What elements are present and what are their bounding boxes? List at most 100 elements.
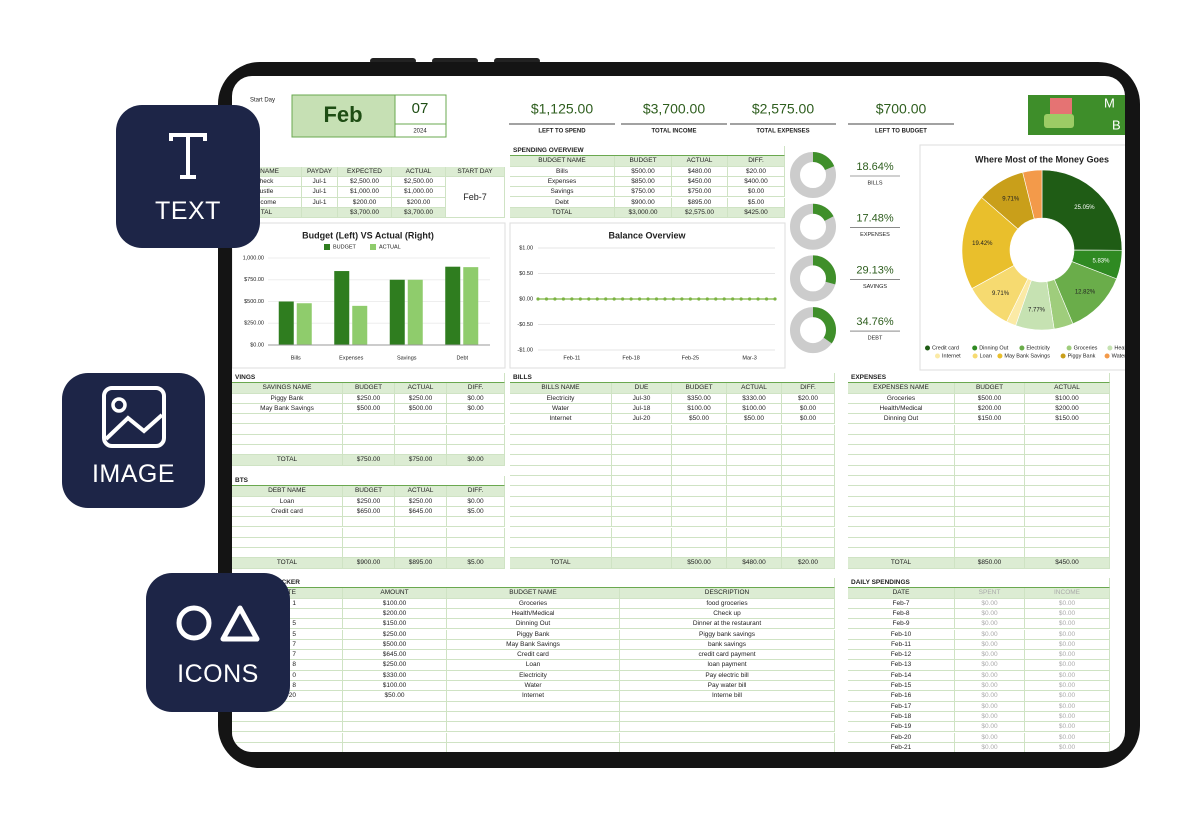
table-cell: Pay electric bill <box>620 670 835 681</box>
legend-label: Water <box>1112 353 1125 359</box>
line-point <box>714 297 718 301</box>
legend-dot <box>1019 345 1025 351</box>
total-cell: $750.00 <box>395 455 447 466</box>
table-cell: $500.00 <box>395 403 447 415</box>
table-cell <box>782 506 835 518</box>
table-cell: $2,500.00 <box>392 177 446 188</box>
line-point <box>705 297 709 301</box>
table-cell: $645.00 <box>343 650 447 661</box>
table-cell: $0.00 <box>955 711 1025 723</box>
table-cell: $0.00 <box>782 403 835 415</box>
table-cell <box>232 424 343 435</box>
table-cell: Dinner at the restaurant <box>620 619 835 630</box>
table-cell: $150.00 <box>343 619 447 630</box>
y-tick-label: $0.00 <box>250 342 264 348</box>
start-day-label: Start Day <box>250 98 275 104</box>
table-cell: $0.00 <box>1025 670 1110 681</box>
frame <box>102 386 166 448</box>
table-cell: Feb-15 <box>848 681 955 692</box>
table-cell: Feb-21 <box>848 742 955 752</box>
table-cell: $200.00 <box>392 197 446 208</box>
table-cell: bank savings <box>620 639 835 651</box>
column-header: EXPENSES NAME <box>848 383 955 394</box>
table-cell <box>955 517 1025 528</box>
pie-slice <box>1022 169 1043 220</box>
table-cell <box>510 476 612 487</box>
table-cell <box>1025 496 1110 507</box>
screen: Start Day Feb 07 2024 M B $1,125.00 LEFT … <box>232 76 1125 752</box>
table-cell <box>727 496 782 507</box>
table-cell <box>782 445 835 456</box>
table-cell: $0.00 <box>1025 701 1110 712</box>
table-cell <box>232 548 343 559</box>
x-tick-label: Savings <box>397 355 417 361</box>
column-header: ACTUAL <box>672 156 728 167</box>
table-cell: $0.00 <box>1025 619 1110 630</box>
column-header: BILLS NAME <box>510 383 612 394</box>
table-cell <box>232 445 343 456</box>
table-cell: Feb-14 <box>848 670 955 681</box>
table-cell <box>727 445 782 456</box>
table-cell: $500.00 <box>343 639 447 651</box>
table-cell <box>447 722 620 733</box>
table-cell: $0.00 <box>728 187 785 198</box>
table-cell <box>232 711 343 723</box>
donut-value: 17.48% <box>856 213 894 225</box>
y-tick-label: $0.00 <box>519 296 533 302</box>
line-point <box>629 297 633 301</box>
table-cell: Jul-20 <box>612 414 672 425</box>
table-cell: $0.00 <box>955 742 1025 752</box>
start-day-value: Feb-7 <box>446 177 505 218</box>
logo-icon <box>1044 114 1074 128</box>
table-cell <box>1025 506 1110 518</box>
table-cell <box>510 496 612 507</box>
table-cell: $100.00 <box>343 681 447 692</box>
table-cell: $0.00 <box>1025 660 1110 671</box>
table-cell: $750.00 <box>672 187 728 198</box>
table-title: SPENDING OVERVIEW <box>510 146 785 157</box>
line-point <box>595 297 599 301</box>
table-cell <box>343 537 395 549</box>
table-cell: $5.00 <box>728 197 785 208</box>
table-cell: $0.00 <box>955 722 1025 733</box>
summary-value: $2,575.00 <box>752 101 814 117</box>
table-cell <box>447 434 505 446</box>
y-tick-label: $0.50 <box>519 271 533 277</box>
table-cell <box>955 424 1025 435</box>
mountain <box>104 413 164 441</box>
column-header: ACTUAL <box>727 383 782 394</box>
column-header: SPENT <box>955 588 1025 599</box>
table-cell: heck <box>232 177 302 188</box>
table-cell <box>1025 424 1110 435</box>
logo <box>1028 95 1125 135</box>
table-cell <box>447 517 505 528</box>
line-point <box>621 297 625 301</box>
table-cell <box>612 455 672 466</box>
table-cell: $0.00 <box>955 619 1025 630</box>
column-header: ACTUAL <box>392 167 446 178</box>
column-header: DEBT NAME <box>232 486 343 497</box>
table-cell: $20.00 <box>782 393 835 404</box>
table-cell: $150.00 <box>1025 414 1110 425</box>
table-cell <box>782 537 835 549</box>
table-cell <box>727 517 782 528</box>
t-glyph <box>169 133 207 179</box>
table-cell <box>232 527 343 538</box>
table-cell <box>672 537 727 549</box>
legend-label: Piggy Bank <box>1068 353 1096 359</box>
column-header: DIFF. <box>728 156 785 167</box>
legend-swatch <box>324 244 330 250</box>
table-cell: Debt <box>510 197 615 208</box>
table-cell: Loan <box>447 660 620 671</box>
table-cell <box>1025 537 1110 549</box>
table-cell <box>782 434 835 446</box>
table-cell <box>612 434 672 446</box>
table-cell: $0.00 <box>447 496 505 507</box>
summary-value: $1,125.00 <box>531 101 593 117</box>
table-cell <box>727 537 782 549</box>
table-cell <box>1025 476 1110 487</box>
table-cell <box>395 517 447 528</box>
table-cell <box>1025 465 1110 476</box>
table-cell: $250.00 <box>395 393 447 404</box>
table-cell: $100.00 <box>727 403 782 415</box>
